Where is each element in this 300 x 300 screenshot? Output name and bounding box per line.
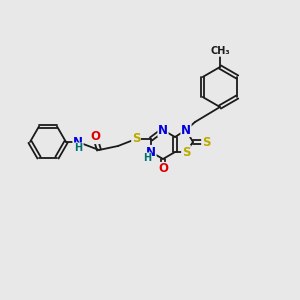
Text: H: H: [74, 143, 82, 153]
Text: N: N: [73, 136, 83, 148]
Text: S: S: [202, 136, 210, 148]
Text: O: O: [90, 130, 100, 143]
Text: H: H: [143, 153, 151, 163]
Text: CH₃: CH₃: [210, 46, 230, 56]
Text: N: N: [158, 124, 168, 136]
Text: N: N: [146, 146, 156, 158]
Text: S: S: [182, 146, 190, 158]
Text: S: S: [132, 133, 140, 146]
Text: O: O: [158, 163, 168, 176]
Text: N: N: [181, 124, 191, 136]
